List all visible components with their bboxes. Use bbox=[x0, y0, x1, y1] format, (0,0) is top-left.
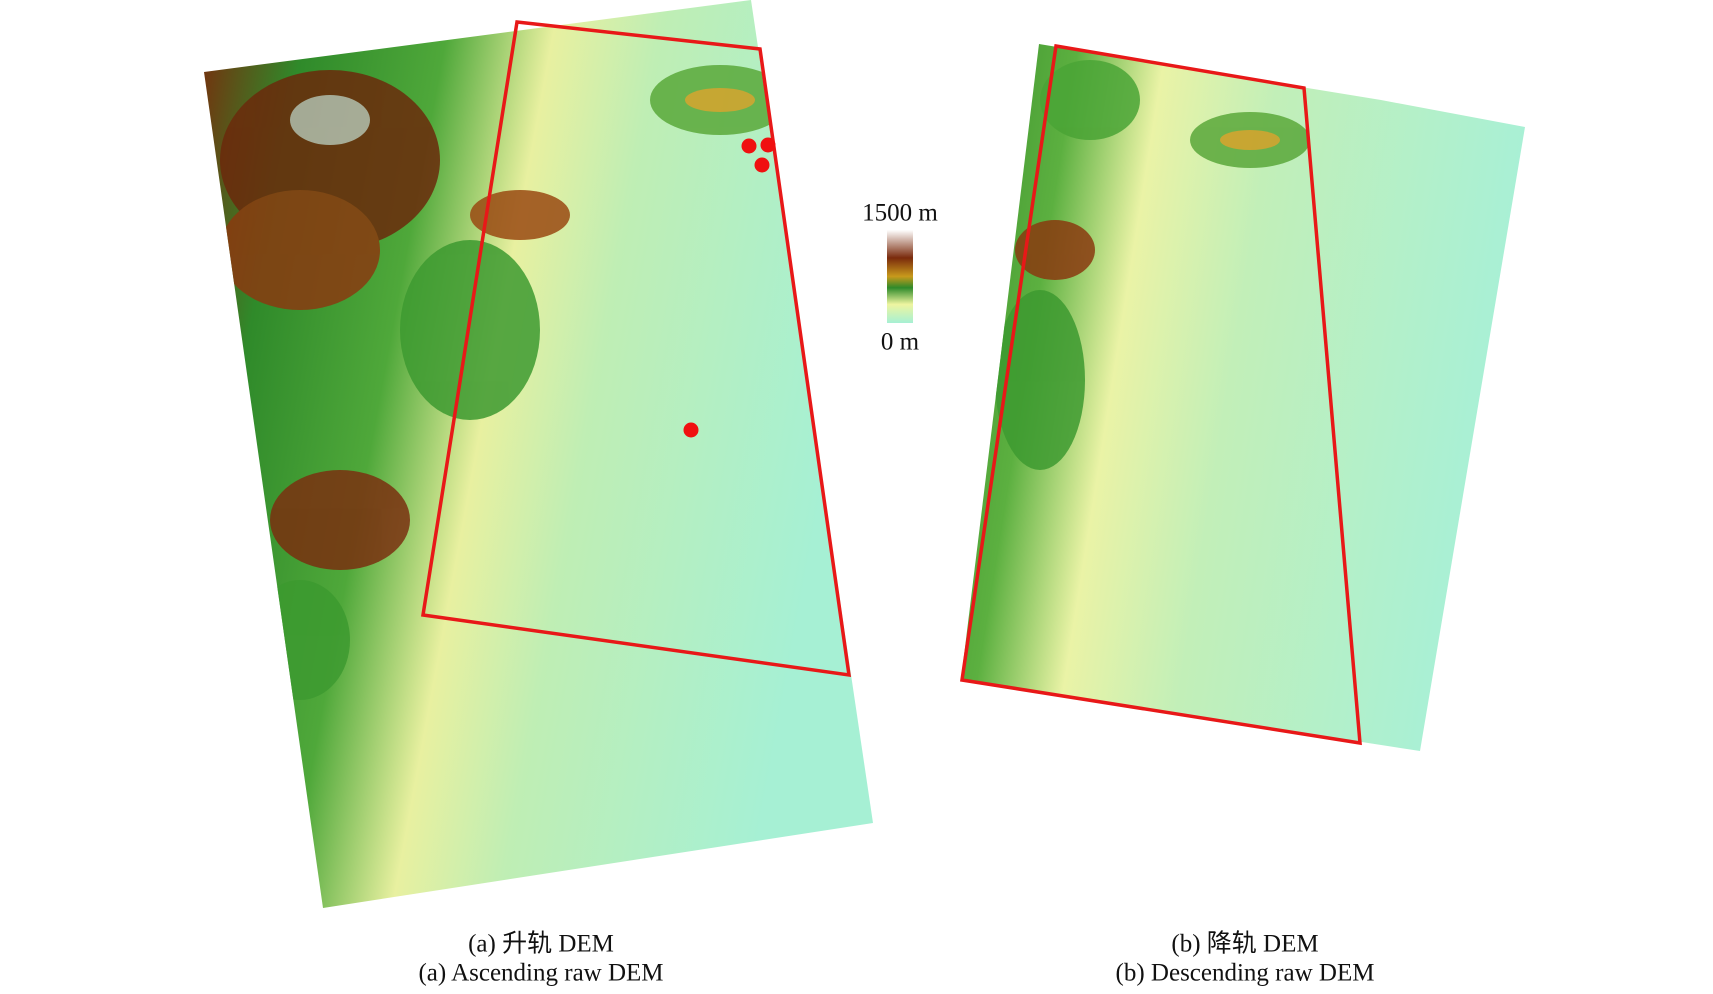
dem-descending bbox=[960, 43, 1525, 751]
colorbar: 1500 m 0 m bbox=[862, 200, 938, 356]
caption-cn: (b) 降轨 DEM bbox=[1171, 930, 1318, 958]
dem-ascending bbox=[204, 0, 873, 908]
caption-en: (a) Ascending raw DEM bbox=[418, 960, 663, 987]
colorbar-max: 1500 m bbox=[862, 200, 938, 227]
caption-en: (b) Descending raw DEM bbox=[1116, 960, 1375, 987]
colorbar-min: 0 m bbox=[881, 329, 920, 356]
caption-cn: (a) 升轨 DEM bbox=[468, 930, 614, 958]
